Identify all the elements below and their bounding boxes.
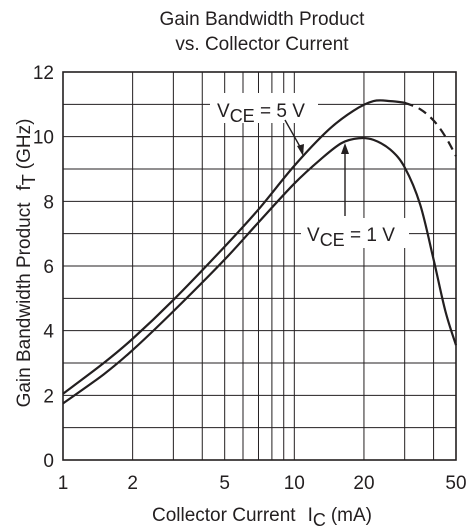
y-tick-label: 2 [43,386,54,407]
curve-annotations: VCE = 5 V VCE = 1 V [210,93,409,250]
x-axis-label-main: Collector Current [152,505,296,526]
x-tick-label: 20 [353,473,374,494]
annotation-vce5-subscript: CE [230,106,255,126]
chart-title-line-2: vs. Collector Current [175,34,349,55]
x-axis-label-symbol: I [308,505,313,526]
x-tick-label: 1 [58,473,69,494]
annotation-vce5-background [210,93,318,123]
x-axis-label-unit: (mA) [331,505,372,526]
x-tick-label: 10 [284,473,305,494]
y-axis-label: Gain Bandwidth Product fT (GHz) [14,119,39,408]
y-tick-label: 6 [43,257,54,278]
series-curves [62,99,458,405]
series-line-1 [62,99,405,395]
annotation-vce1: VCE = 1 V [307,225,395,250]
annotation-vce1-background [301,218,409,248]
annotation-vce5-value: = 5 V [255,101,305,122]
y-axis-label-symbol: f [14,185,35,191]
y-tick-label: 8 [43,192,54,213]
annotation-vce1-arrowhead [341,143,349,154]
plot-frame [62,71,457,461]
x-axis-label-subscript: C [313,510,326,530]
y-axis-label-subscript: T [19,174,39,185]
x-tick-label: 2 [127,473,138,494]
y-tick-label: 10 [33,128,54,149]
x-tick-label: 5 [219,473,230,494]
y-axis-label-unit: (GHz) [14,119,35,170]
series-line-1-dashed-extension [404,101,457,157]
annotation-vce5-symbol: V [217,101,230,122]
annotation-vce1-subscript: CE [320,230,345,250]
series-line-2 [62,136,458,405]
grid-lines [62,71,457,461]
x-axis-label: Collector Current IC (mA) [152,505,372,530]
y-axis-label-main: Gain Bandwidth Product [14,202,35,408]
x-tick-label: 50 [445,473,466,494]
annotation-vce1-symbol: V [307,225,320,246]
y-tick-label: 12 [33,63,54,84]
annotation-vce5-arrowhead [297,144,304,156]
annotation-vce5: VCE = 5 V [217,101,305,126]
y-tick-label: 4 [43,322,54,343]
y-tick-label: 0 [43,451,54,472]
annotation-vce1-value: = 1 V [345,225,395,246]
chart-title-line-1: Gain Bandwidth Product [160,9,366,30]
